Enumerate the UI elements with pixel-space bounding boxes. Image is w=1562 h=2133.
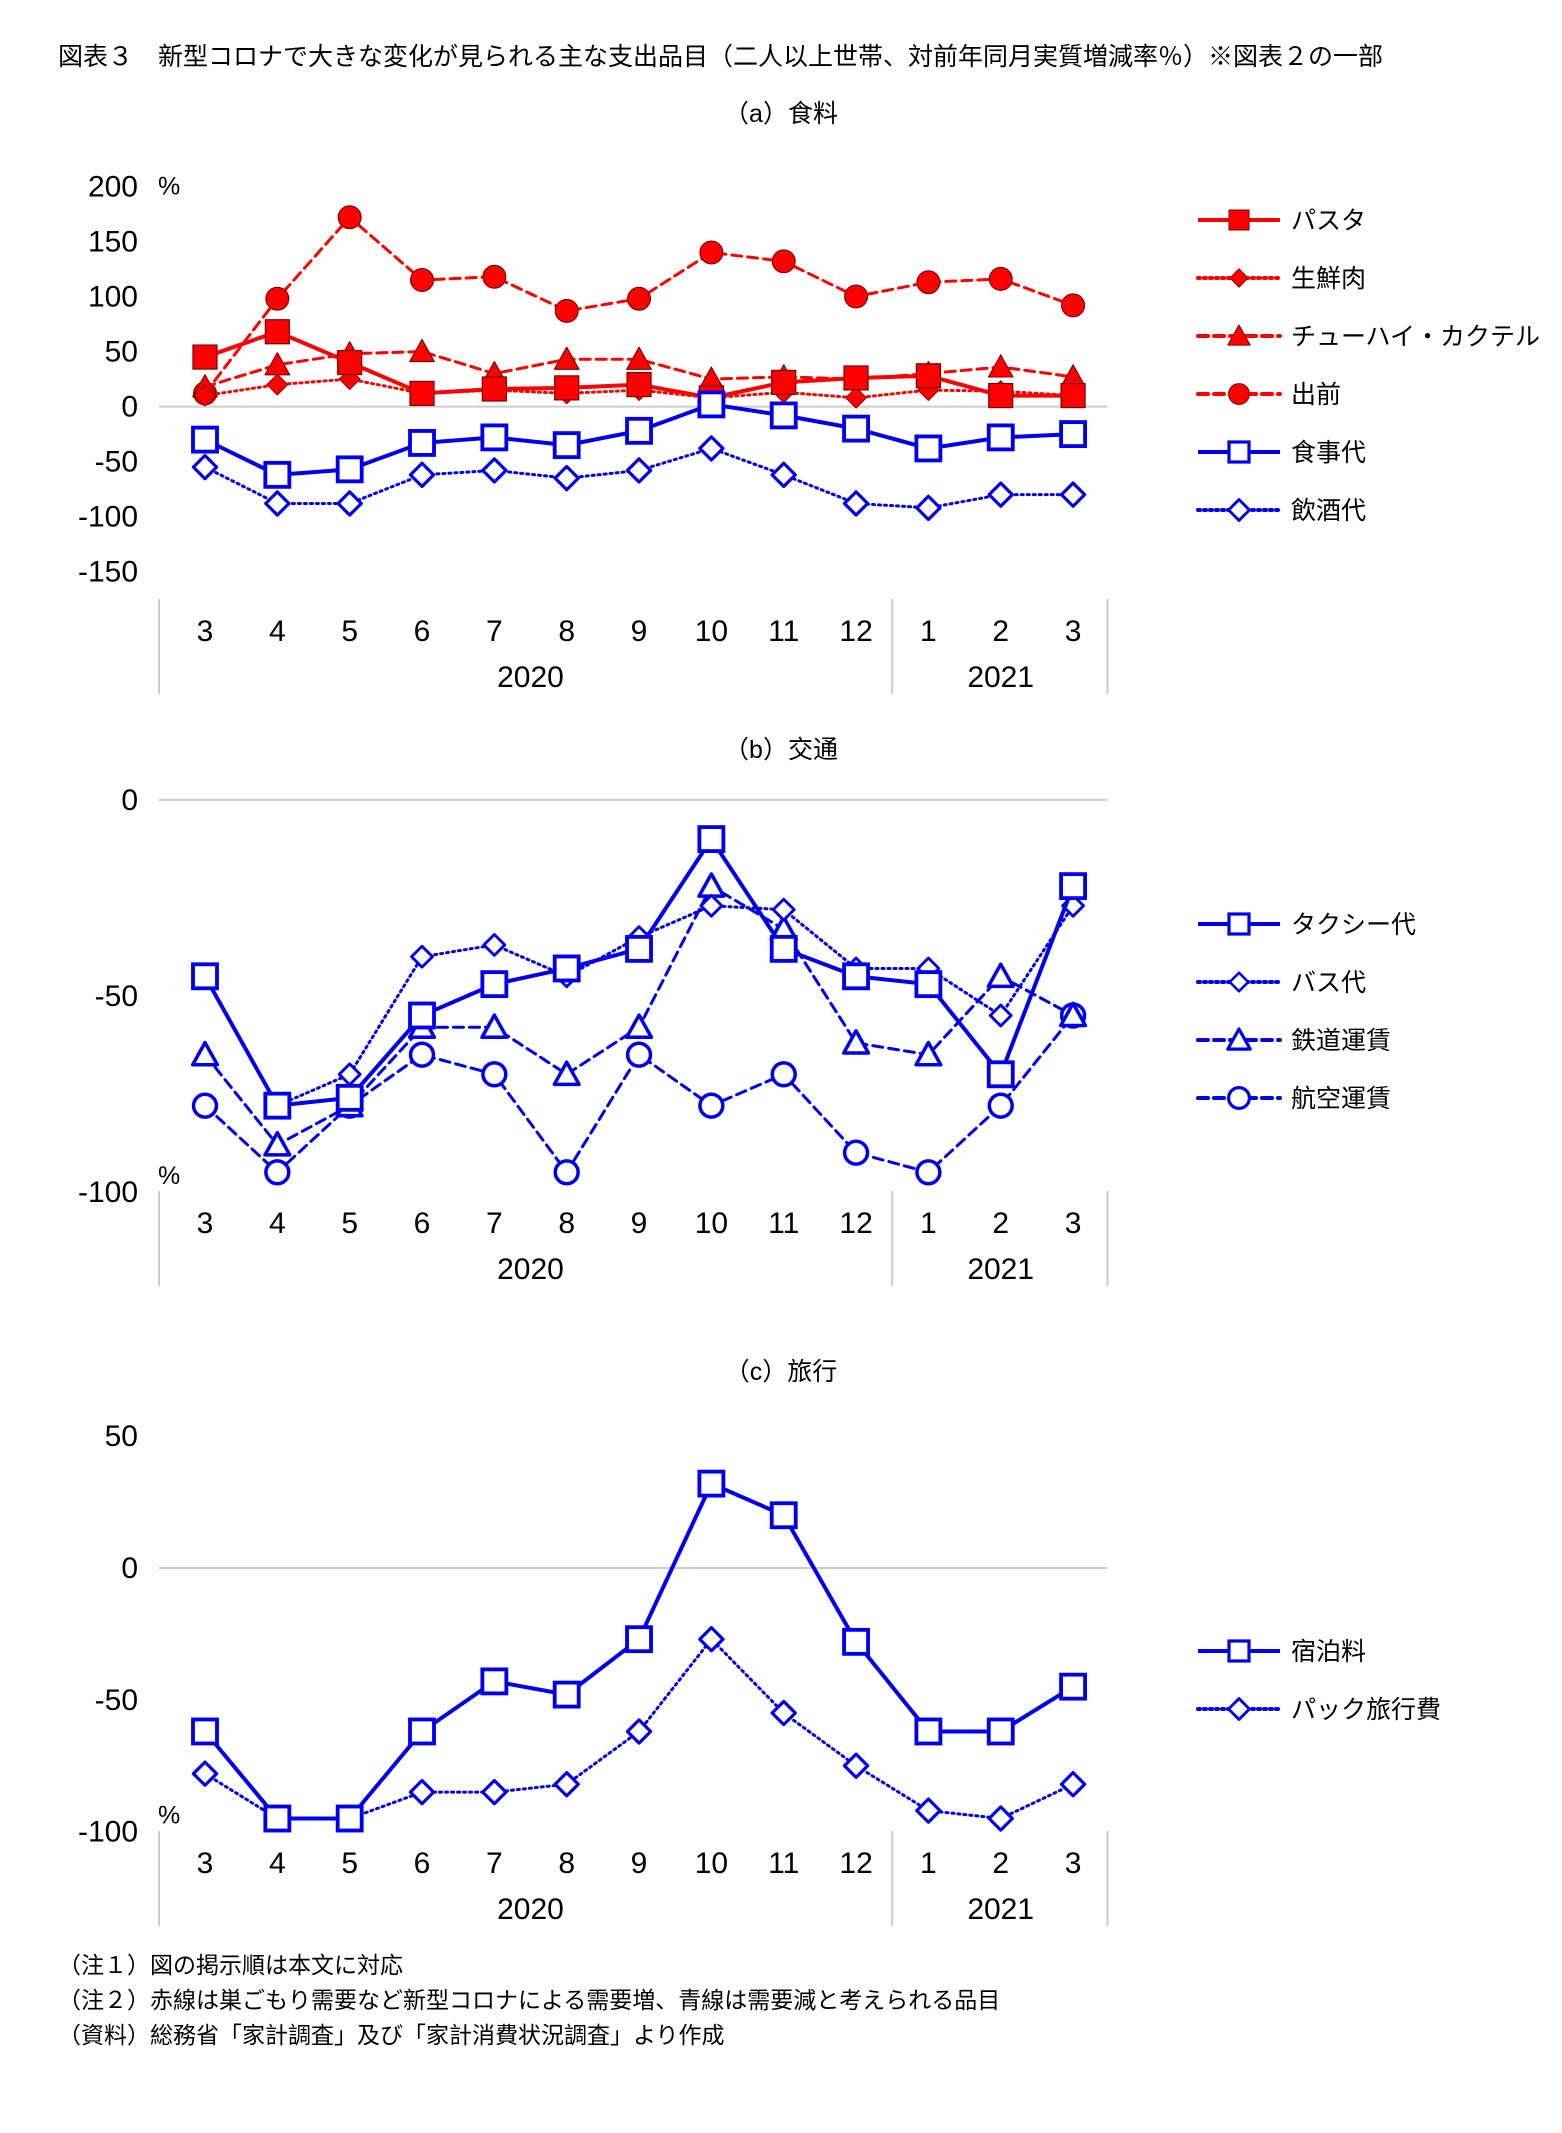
svg-text:2: 2 [992, 1207, 1009, 1240]
svg-text:生鮮肉: 生鮮肉 [1291, 265, 1366, 293]
svg-text:50: 50 [105, 336, 138, 369]
svg-text:2: 2 [992, 1847, 1009, 1880]
svg-text:食事代: 食事代 [1291, 439, 1366, 467]
svg-text:3: 3 [1065, 615, 1082, 648]
svg-text:5: 5 [341, 615, 358, 648]
svg-text:3: 3 [1065, 1847, 1082, 1880]
svg-text:6: 6 [414, 1207, 431, 1240]
svg-text:10: 10 [695, 615, 728, 648]
svg-text:10: 10 [695, 1847, 728, 1880]
svg-text:宿泊料: 宿泊料 [1291, 1638, 1366, 1666]
svg-text:9: 9 [631, 1207, 648, 1240]
svg-text:航空運賃: 航空運賃 [1291, 1085, 1391, 1113]
svg-text:%: % [158, 1162, 180, 1190]
svg-text:-100: -100 [78, 1176, 138, 1209]
svg-text:%: % [158, 173, 180, 201]
svg-text:6: 6 [414, 1847, 431, 1880]
svg-text:図表３ 新型コロナで大きな変化が見られる主な支出品目（二人以: 図表３ 新型コロナで大きな変化が見られる主な支出品目（二人以上世帯、対前年同月実… [58, 43, 1383, 71]
svg-text:8: 8 [558, 615, 575, 648]
svg-text:-100: -100 [78, 501, 138, 534]
svg-text:2021: 2021 [967, 661, 1034, 694]
svg-text:（b）交通: （b）交通 [724, 736, 838, 764]
svg-text:2021: 2021 [967, 1893, 1034, 1926]
svg-text:（a）食料: （a）食料 [724, 100, 838, 128]
svg-text:1: 1 [920, 1847, 937, 1880]
svg-text:11: 11 [768, 1847, 799, 1880]
svg-text:-150: -150 [78, 556, 138, 589]
svg-text:-50: -50 [95, 1684, 138, 1717]
svg-text:出前: 出前 [1291, 381, 1341, 409]
svg-text:4: 4 [269, 615, 286, 648]
svg-text:2: 2 [992, 615, 1009, 648]
svg-text:2020: 2020 [497, 661, 564, 694]
svg-text:4: 4 [269, 1207, 286, 1240]
svg-text:バス代: バス代 [1291, 969, 1366, 997]
svg-text:%: % [158, 1802, 180, 1830]
svg-text:タクシー代: タクシー代 [1291, 911, 1416, 939]
svg-text:-50: -50 [95, 980, 138, 1013]
svg-text:（注１）図の掲示順は本文に対応: （注１）図の掲示順は本文に対応 [58, 1952, 403, 1978]
svg-text:-100: -100 [78, 1816, 138, 1849]
svg-text:11: 11 [768, 1207, 799, 1240]
svg-text:1: 1 [920, 615, 937, 648]
svg-text:1: 1 [920, 1207, 937, 1240]
svg-text:3: 3 [197, 1207, 214, 1240]
svg-text:7: 7 [486, 615, 503, 648]
svg-text:6: 6 [414, 615, 431, 648]
svg-text:パック旅行費: パック旅行費 [1291, 1696, 1441, 1724]
svg-text:チューハイ・カクテル: チューハイ・カクテル [1291, 323, 1540, 351]
svg-text:飲酒代: 飲酒代 [1291, 497, 1366, 525]
svg-text:4: 4 [269, 1847, 286, 1880]
svg-text:パスタ: パスタ [1291, 207, 1366, 235]
svg-text:11: 11 [768, 615, 799, 648]
svg-text:12: 12 [839, 615, 872, 648]
svg-text:0: 0 [121, 391, 138, 424]
svg-text:3: 3 [1065, 1207, 1082, 1240]
svg-text:50: 50 [105, 1420, 138, 1453]
svg-text:9: 9 [631, 1847, 648, 1880]
svg-text:10: 10 [695, 1207, 728, 1240]
svg-text:0: 0 [121, 784, 138, 817]
svg-text:8: 8 [558, 1207, 575, 1240]
svg-text:200: 200 [88, 171, 138, 204]
svg-text:-50: -50 [95, 446, 138, 479]
svg-text:3: 3 [197, 615, 214, 648]
svg-text:9: 9 [631, 615, 648, 648]
svg-text:7: 7 [486, 1847, 503, 1880]
svg-text:5: 5 [341, 1207, 358, 1240]
svg-text:2021: 2021 [967, 1253, 1034, 1286]
svg-text:8: 8 [558, 1847, 575, 1880]
svg-text:（資料）総務省「家計調査」及び「家計消費状況調査」より作成: （資料）総務省「家計調査」及び「家計消費状況調査」より作成 [58, 2022, 725, 2048]
svg-text:5: 5 [341, 1847, 358, 1880]
svg-text:鉄道運賃: 鉄道運賃 [1291, 1027, 1391, 1055]
svg-text:（注２）赤線は巣ごもり需要など新型コロナによる需要増、青線は: （注２）赤線は巣ごもり需要など新型コロナによる需要増、青線は需要減と考えられる品… [58, 1987, 1000, 2013]
svg-text:100: 100 [88, 281, 138, 314]
svg-text:12: 12 [839, 1847, 872, 1880]
svg-text:7: 7 [486, 1207, 503, 1240]
svg-text:12: 12 [839, 1207, 872, 1240]
svg-text:（c）旅行: （c）旅行 [725, 1358, 838, 1386]
svg-text:0: 0 [121, 1552, 138, 1585]
svg-text:150: 150 [88, 226, 138, 259]
svg-text:3: 3 [197, 1847, 214, 1880]
svg-text:2020: 2020 [497, 1893, 564, 1926]
svg-text:2020: 2020 [497, 1253, 564, 1286]
